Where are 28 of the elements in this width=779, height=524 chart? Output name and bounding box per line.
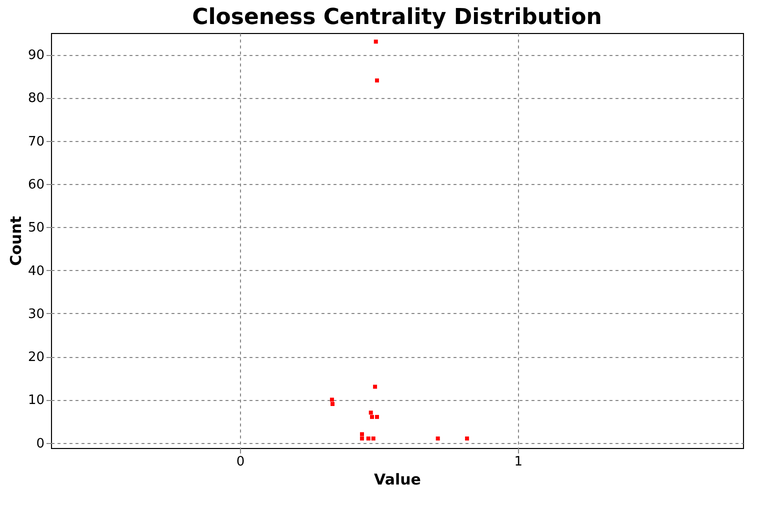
x-tick-label: 1 — [514, 454, 523, 470]
y-tick-label: 50 — [28, 220, 44, 236]
point — [330, 402, 335, 406]
point — [370, 414, 374, 419]
point — [360, 432, 364, 436]
point — [373, 384, 378, 389]
y-tick-label: 30 — [28, 306, 44, 322]
y-tick-label: 90 — [28, 48, 44, 64]
y-tick-label: 10 — [28, 393, 44, 408]
y-tick-label: 60 — [28, 177, 44, 192]
point — [465, 436, 470, 441]
point — [360, 436, 364, 441]
y-tick-label: 0 — [36, 436, 44, 452]
y-tick-label: 70 — [28, 134, 44, 150]
point — [374, 414, 379, 419]
point — [374, 40, 378, 44]
x-axis-title: Value — [374, 470, 421, 488]
point — [366, 436, 370, 441]
chart-title: Closeness Centrality Distribution — [192, 5, 602, 30]
point — [371, 436, 376, 441]
point — [330, 398, 334, 402]
point — [368, 410, 373, 415]
y-axis-title: Count — [6, 216, 25, 266]
point — [374, 78, 379, 82]
y-tick-label: 40 — [28, 264, 44, 279]
point — [436, 436, 440, 441]
y-tick-label: 80 — [28, 91, 44, 106]
y-tick-label: 20 — [28, 350, 44, 366]
